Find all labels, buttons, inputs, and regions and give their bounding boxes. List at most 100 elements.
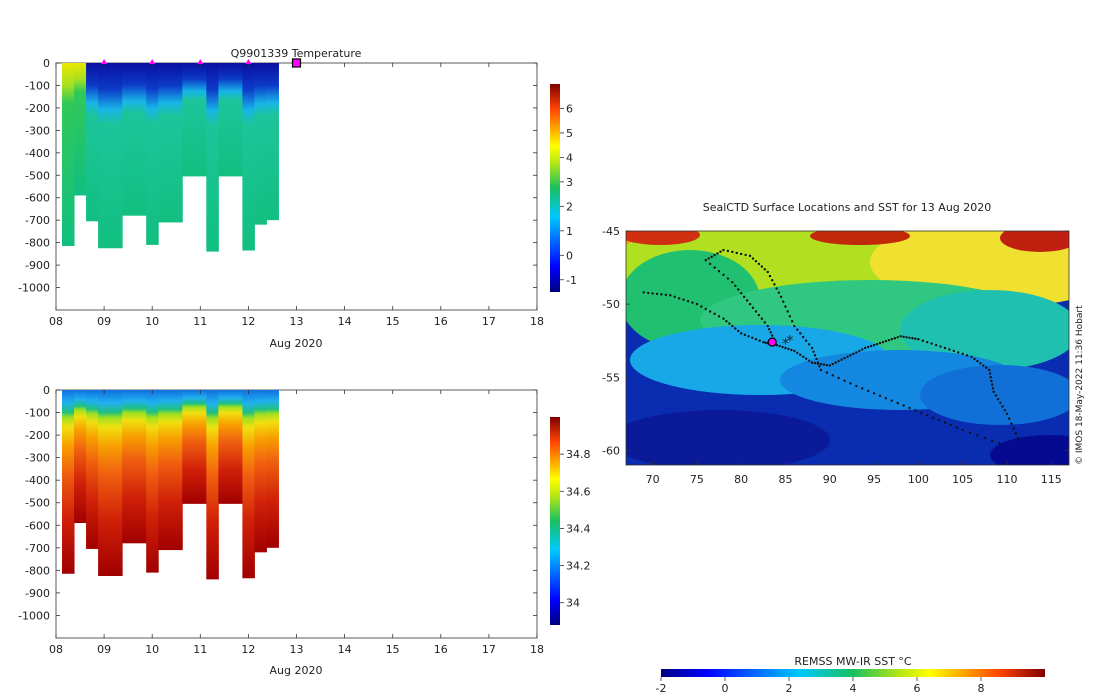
map-x-tick-label: 105 [952, 473, 973, 486]
track-point [943, 346, 947, 350]
track-point [784, 346, 787, 350]
track-point [760, 265, 764, 268]
profile-column [254, 63, 267, 225]
track-point [722, 317, 725, 320]
track-point [781, 345, 784, 349]
track-point [763, 321, 767, 324]
map-title: SealCTD Surface Locations and SST for 13… [703, 201, 992, 214]
track-point [893, 337, 896, 340]
track-point [758, 339, 761, 342]
track-point [994, 394, 998, 397]
track-point [819, 362, 823, 366]
track-point [988, 368, 991, 372]
track-point [713, 253, 716, 257]
day-marker [149, 59, 156, 64]
track-point [700, 305, 703, 308]
x-tick-label: 09 [97, 643, 111, 656]
track-point [810, 361, 814, 364]
sst-colorbar-tick-label: 2 [786, 682, 793, 695]
colorbar-tick-label: 34.2 [566, 560, 591, 573]
sst-colorbar-tick-label: 6 [914, 682, 921, 695]
colorbar-tick-label: 3 [566, 176, 573, 189]
track-point [704, 307, 707, 311]
day-marker [197, 59, 204, 64]
x-tick-label: 18 [530, 643, 544, 656]
profile-column [146, 390, 159, 573]
track-point [788, 315, 792, 318]
track-point [742, 295, 746, 299]
track-point [864, 346, 867, 350]
track-point [782, 300, 785, 303]
y-tick-label: -600 [25, 519, 50, 532]
track-point [831, 374, 834, 377]
profile-column [62, 390, 75, 574]
profile-column [170, 63, 183, 223]
track-point [677, 297, 681, 300]
y-tick-label: -1000 [18, 609, 50, 622]
track-point [998, 442, 1001, 445]
track-point [899, 335, 902, 338]
x-tick-label: 16 [434, 315, 448, 328]
track-point [773, 283, 776, 286]
profile-column [218, 63, 231, 177]
track-point [731, 324, 734, 328]
track-point [872, 392, 876, 395]
track-point [869, 344, 873, 348]
track-point [934, 343, 938, 347]
map-x-tick-label: 90 [823, 473, 837, 486]
colorbar-tick-label: 34.8 [566, 448, 591, 461]
track-point [682, 298, 685, 301]
x-tick-label: 17 [482, 643, 496, 656]
recent-position-marker: * [786, 334, 793, 350]
track-point [790, 348, 793, 352]
track-point [861, 387, 864, 390]
profile-column [158, 390, 171, 551]
track-point [875, 342, 879, 346]
track-point [896, 336, 899, 339]
track-point [655, 292, 659, 296]
y-tick-label: -600 [25, 192, 50, 205]
colorbar-tick-label: 1 [566, 225, 573, 238]
temperature-panel: 08 09 10 11 12 13 14 15 16 17 180-100-200-300-400-… [18, 47, 577, 350]
map-x-tick-label: 95 [867, 473, 881, 486]
y-tick-label: 0 [43, 57, 50, 70]
track-point [673, 295, 676, 299]
track-point [920, 411, 923, 415]
track-point [822, 363, 826, 366]
y-tick-label: 0 [43, 384, 50, 397]
track-point [754, 338, 758, 341]
profile-column [206, 63, 219, 252]
track-point [887, 339, 891, 342]
map-x-tick-label: 115 [1041, 473, 1062, 486]
colorbar-tick-label: 4 [566, 151, 573, 164]
y-tick-label: -1000 [18, 282, 50, 295]
track-point [948, 348, 951, 351]
track-point [908, 336, 911, 339]
track-point [739, 291, 743, 295]
x-tick-label: 08 [49, 643, 63, 656]
y-tick-label: -100 [25, 407, 50, 420]
track-point [988, 372, 992, 375]
track-point [858, 349, 861, 353]
track-point [748, 302, 752, 306]
x-tick-label: 10 [145, 315, 159, 328]
sst-colorbar [661, 669, 1045, 677]
track-point [725, 319, 728, 323]
profile-column [74, 390, 87, 524]
track-point [828, 364, 831, 367]
track-point [878, 394, 882, 397]
track-point [807, 359, 811, 362]
track-point [955, 426, 958, 429]
track-point [691, 301, 694, 304]
map-y-tick-label: -50 [602, 298, 620, 311]
y-tick-label: -100 [25, 79, 50, 92]
track-point [726, 277, 730, 280]
sst-colorbar-tick-label: 8 [978, 682, 985, 695]
track-point [748, 254, 752, 258]
colorbar-tick-label: 0 [566, 249, 573, 262]
track-point [770, 279, 774, 282]
track-point [905, 336, 908, 339]
track-point [722, 273, 725, 277]
current-position-marker [767, 337, 777, 347]
salinity-x-label: Aug 2020 [270, 664, 323, 677]
